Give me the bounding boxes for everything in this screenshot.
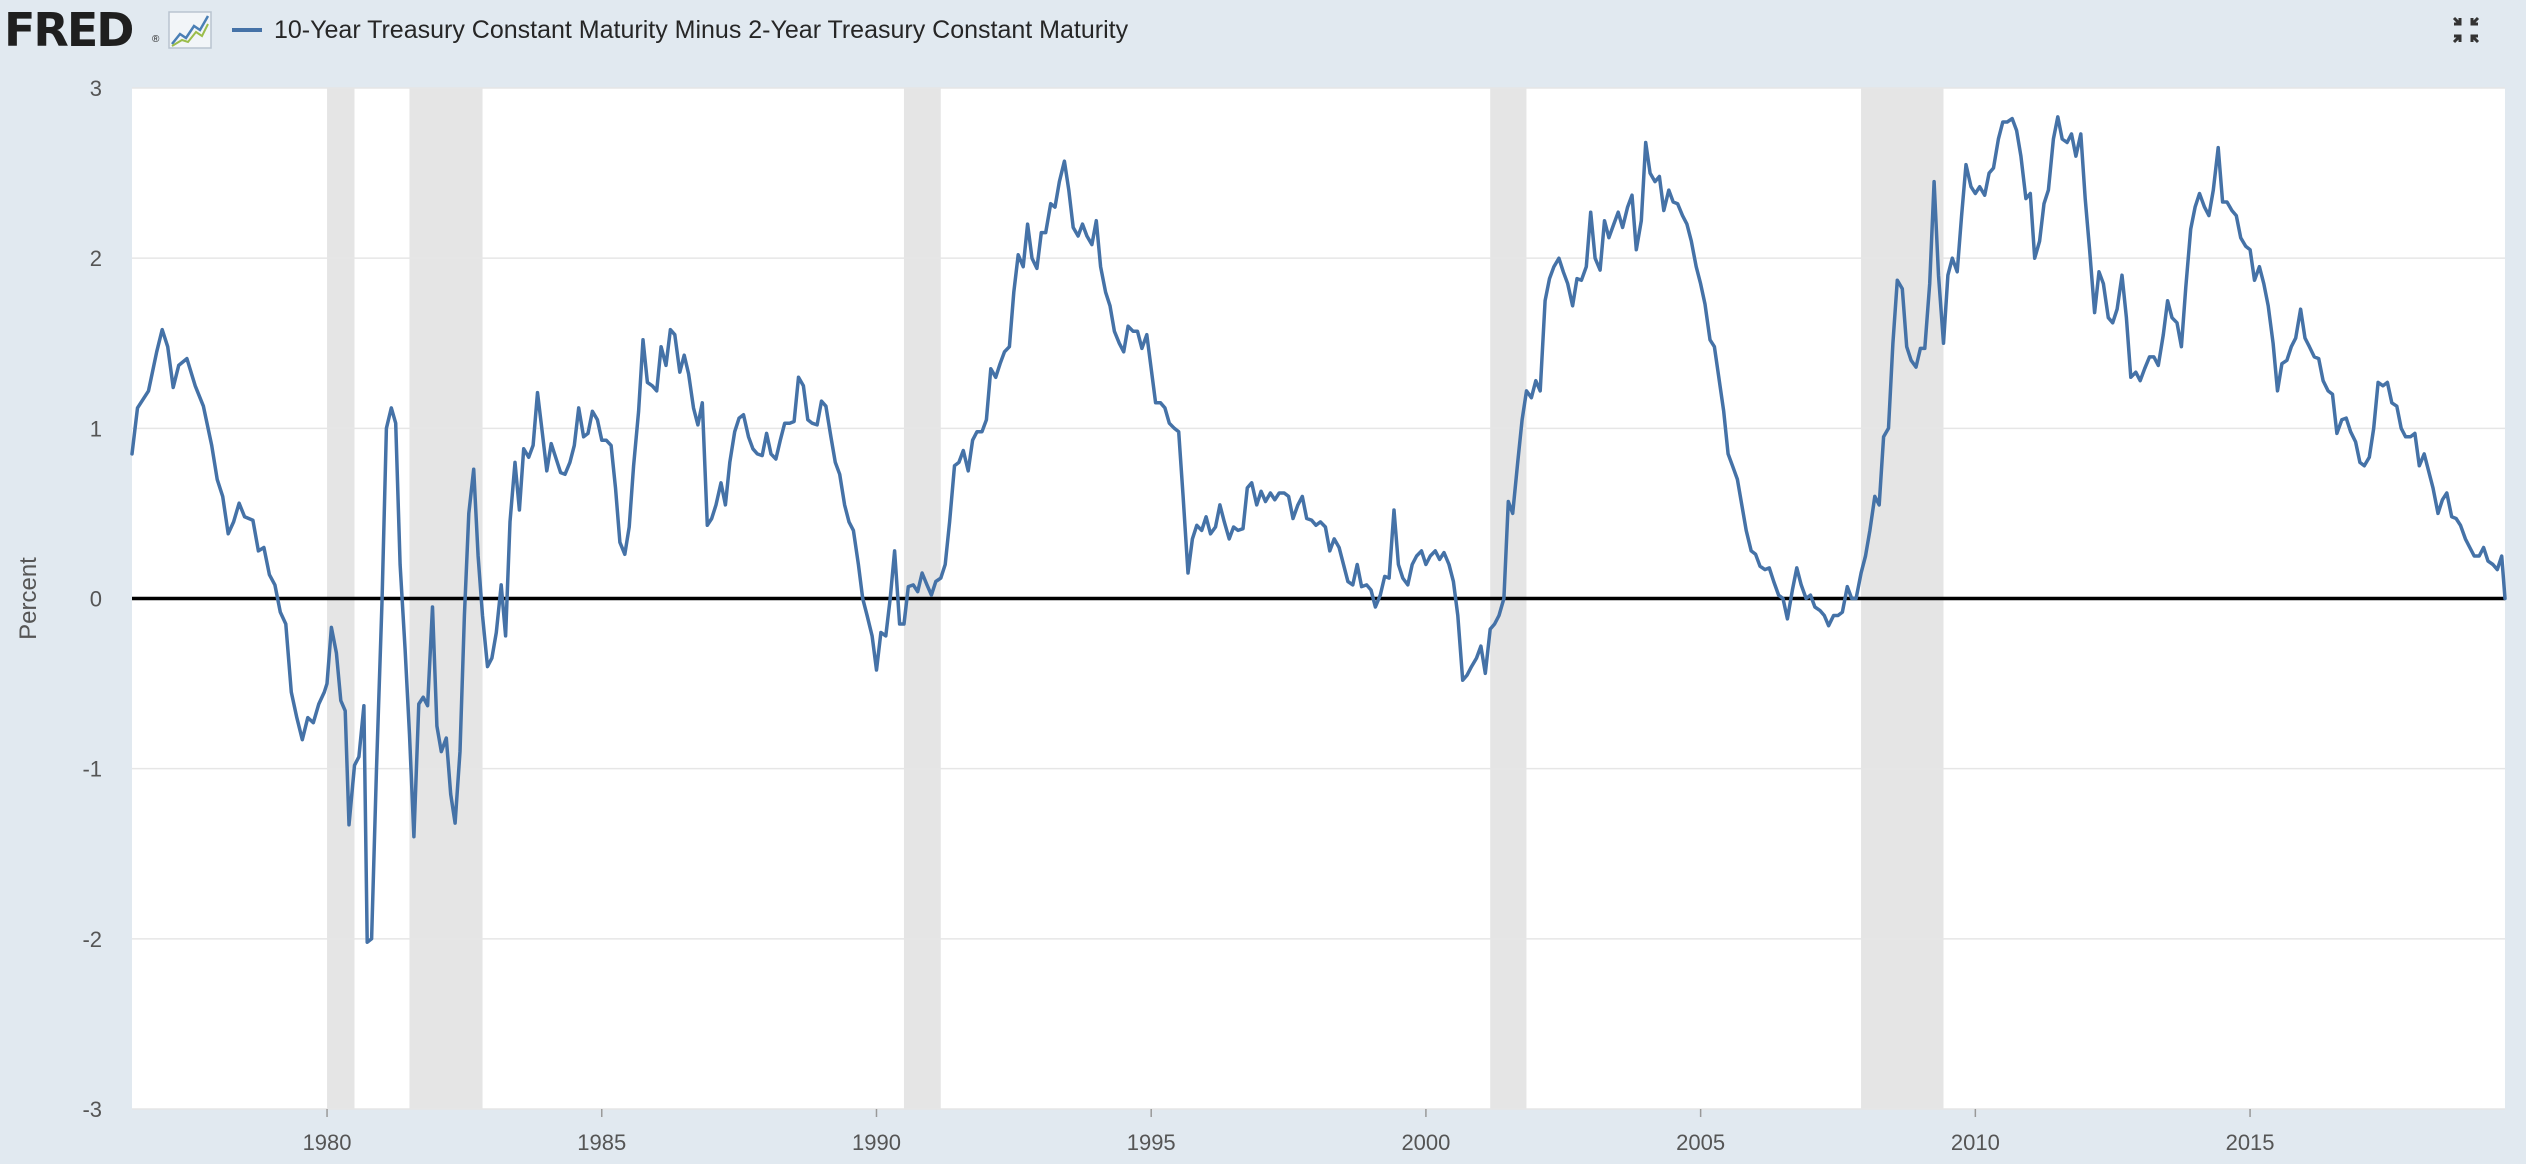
y-tick-label: -2 — [82, 927, 102, 952]
registered-mark: ® — [152, 34, 160, 45]
y-axis-label: Percent — [15, 557, 42, 640]
fred-graph-logo-icon — [168, 11, 212, 49]
x-tick-label: 2015 — [2226, 1130, 2275, 1155]
series-line[interactable] — [130, 115, 2507, 944]
chart-legend[interactable]: 10-Year Treasury Constant Maturity Minus… — [232, 16, 1128, 44]
y-tick-label: -3 — [82, 1097, 102, 1122]
collapse-icon[interactable] — [2446, 12, 2486, 48]
x-tick-label: 2010 — [1951, 1130, 2000, 1155]
y-tick-label: 0 — [90, 587, 102, 612]
y-tick-label: 2 — [90, 246, 102, 271]
fred-logo[interactable]: FRED — [4, 3, 134, 57]
x-tick-label: 2000 — [1401, 1130, 1450, 1155]
y-tick-label: 3 — [90, 76, 102, 101]
legend-series-label: 10-Year Treasury Constant Maturity Minus… — [274, 15, 1129, 44]
x-tick-label: 1980 — [303, 1130, 352, 1155]
y-tick-label: -1 — [82, 757, 102, 782]
legend-series-swatch — [232, 28, 262, 32]
x-tick-label: 1990 — [852, 1130, 901, 1155]
y-tick-label: 1 — [90, 416, 102, 441]
chart-header: FRED ® 10-Year Treasury Constant Maturit… — [0, 0, 2526, 60]
x-tick-label: 1985 — [577, 1130, 626, 1155]
x-tick-label: 1995 — [1127, 1130, 1176, 1155]
x-tick-label: 2005 — [1676, 1130, 1725, 1155]
